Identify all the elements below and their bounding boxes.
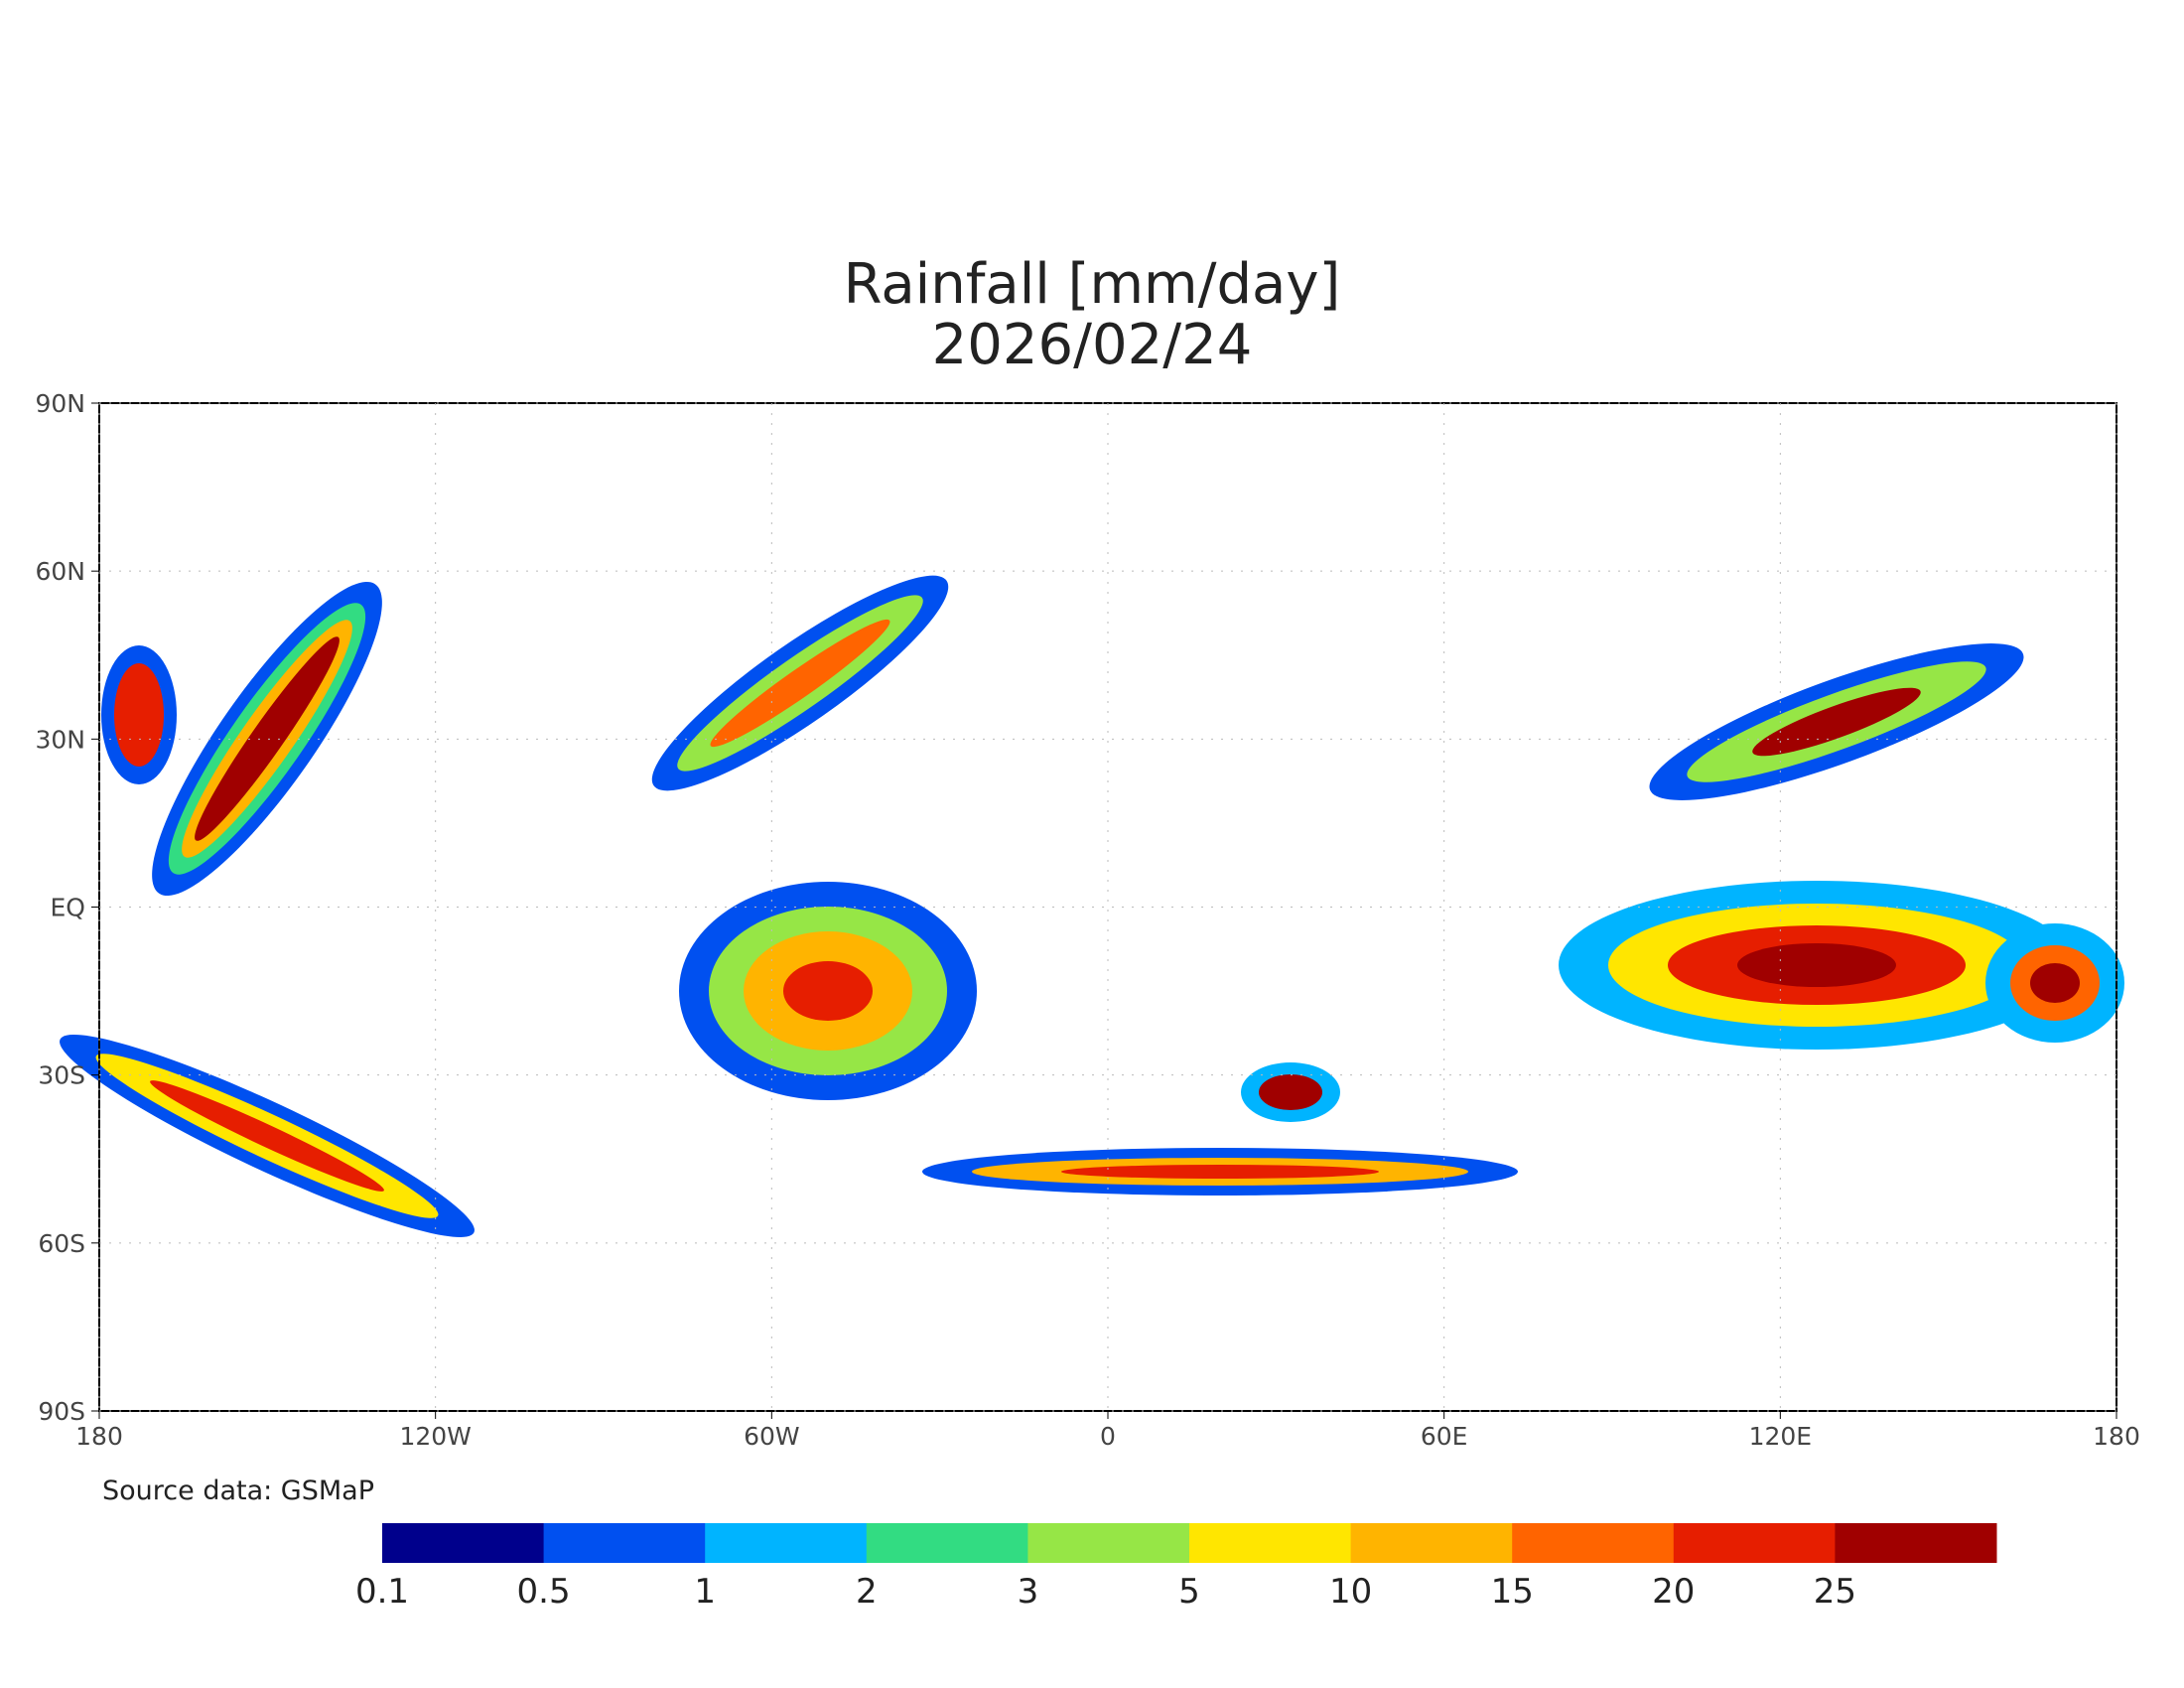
- colorbar-label: 1: [694, 1572, 716, 1612]
- colorbar-swatch: [1673, 1523, 1836, 1563]
- colorbar-label: 20: [1652, 1572, 1695, 1612]
- lat-tick-label: 30N: [35, 725, 85, 754]
- rain-area: [679, 882, 977, 1100]
- source-note: Source data: GSMaP: [102, 1476, 374, 1506]
- colorbar-label: 5: [1178, 1572, 1200, 1612]
- rain-area: [1241, 1062, 1340, 1122]
- colorbar-swatch: [1189, 1523, 1352, 1563]
- colorbar-swatch: [1512, 1523, 1675, 1563]
- colorbar-label: 3: [1018, 1572, 1039, 1612]
- rain-area: [1559, 881, 2075, 1050]
- lon-tick-label: 60W: [744, 1422, 800, 1451]
- lon-tick-label: 0: [1100, 1422, 1116, 1451]
- rain-area: [1985, 923, 2124, 1043]
- map-title: Rainfall [mm/day]: [844, 252, 1341, 317]
- colorbar-swatch: [1350, 1523, 1513, 1563]
- rainfall-field: [60, 575, 2124, 1237]
- colorbar-swatch: [1835, 1523, 1997, 1563]
- colorbar-swatch: [705, 1523, 868, 1563]
- lon-tick-label: 180: [75, 1422, 123, 1451]
- colorbar-label: 0.1: [355, 1572, 409, 1612]
- colorbar-label: 2: [856, 1572, 878, 1612]
- lat-tick-label: 90S: [38, 1397, 85, 1426]
- map-date: 2026/02/24: [932, 313, 1253, 377]
- colorbar-swatch: [1027, 1523, 1190, 1563]
- lat-tick-label: EQ: [51, 894, 85, 922]
- lon-tick-label: 120E: [1749, 1422, 1813, 1451]
- rain-band: [922, 1148, 1518, 1196]
- lon-tick-label: 180: [2093, 1422, 2140, 1451]
- lat-tick-label: 90N: [35, 389, 85, 418]
- rain-band: [1649, 643, 2024, 800]
- colorbar-label: 15: [1491, 1572, 1534, 1612]
- rain-band: [60, 1035, 475, 1237]
- lat-tick-label: 60N: [35, 557, 85, 586]
- colorbar-label: 0.5: [517, 1572, 571, 1612]
- colorbar-label: 25: [1814, 1572, 1856, 1612]
- rain-band: [152, 581, 382, 897]
- rain-band: [651, 575, 949, 791]
- lon-tick-label: 120W: [399, 1422, 471, 1451]
- colorbar-swatch: [543, 1523, 706, 1563]
- lon-tick-label: 60E: [1421, 1422, 1468, 1451]
- colorbar-swatch: [866, 1523, 1028, 1563]
- lat-tick-label: 60S: [38, 1229, 85, 1258]
- colorbar-label: 10: [1329, 1572, 1372, 1612]
- lat-tick-label: 30S: [38, 1061, 85, 1090]
- colorbar-swatch: [382, 1523, 545, 1563]
- rain-area: [101, 645, 177, 784]
